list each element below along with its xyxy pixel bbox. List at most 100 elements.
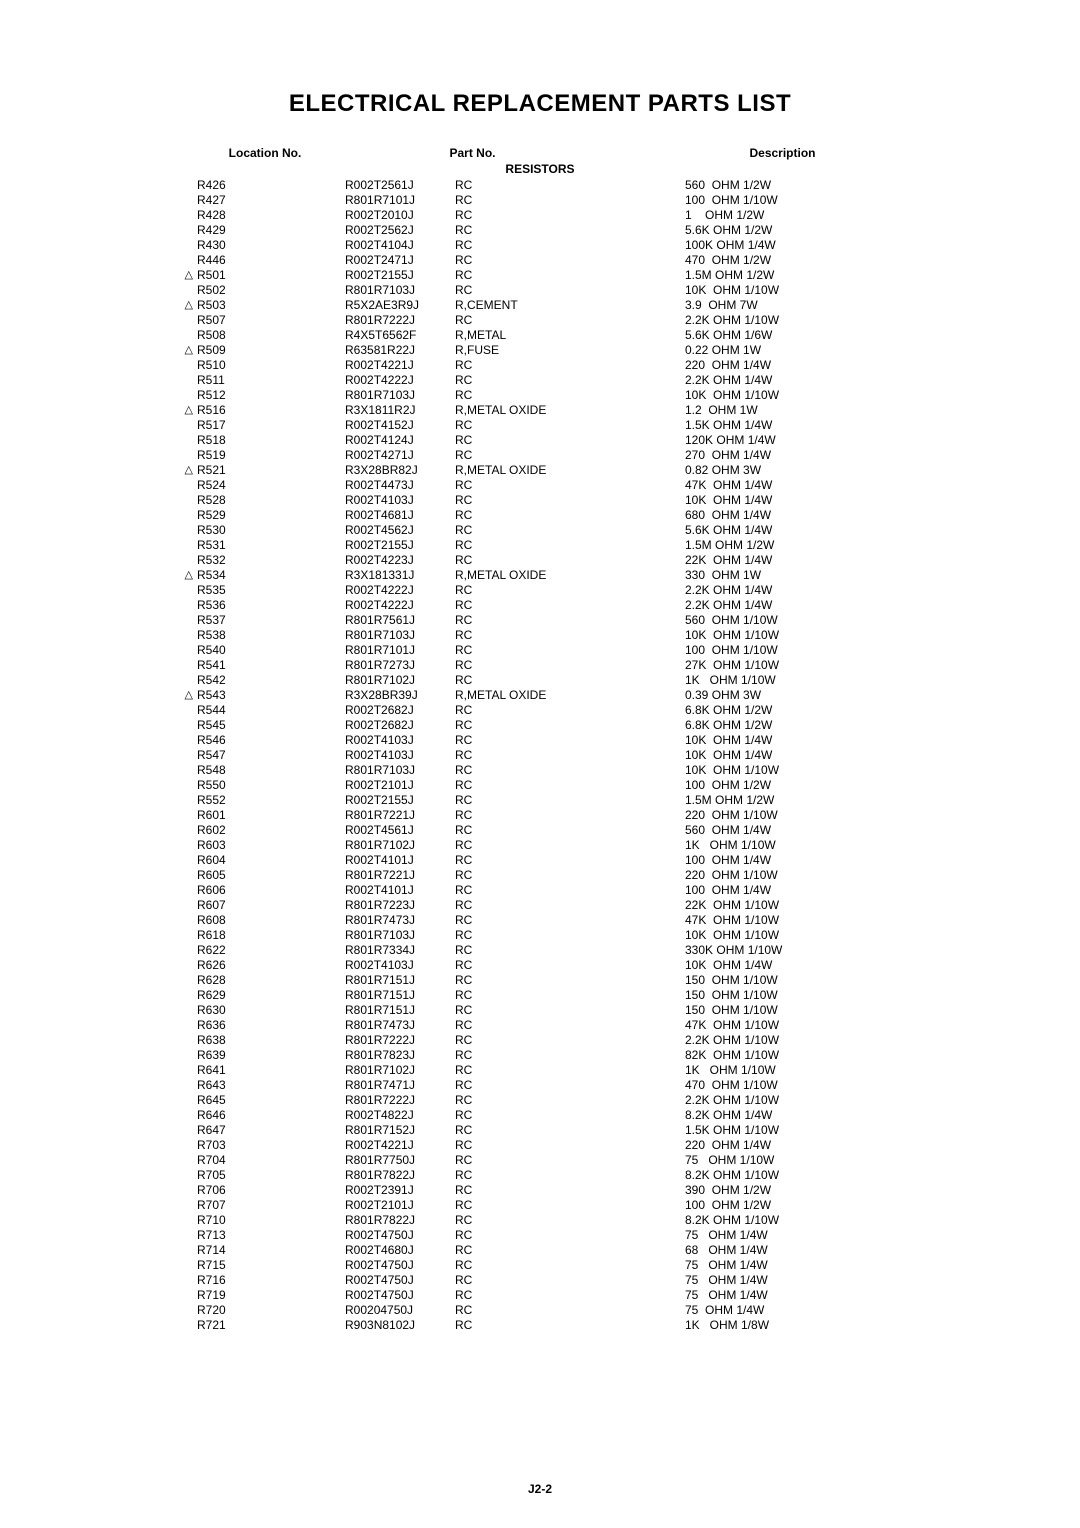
part-value: 1.5M OHM 1/2W: [685, 538, 905, 553]
table-row: R607R801R7223JRC22K OHM 1/10W: [175, 898, 905, 913]
part-no: R002T2155J: [345, 793, 455, 808]
part-value: 2.2K OHM 1/4W: [685, 583, 905, 598]
part-value: 47K OHM 1/10W: [685, 913, 905, 928]
table-row: R446R002T2471JRC470 OHM 1/2W: [175, 253, 905, 268]
part-type: RC: [455, 358, 685, 373]
warning-icon: [175, 1288, 193, 1303]
location-no: R626: [193, 958, 345, 973]
part-no: R801R7101J: [345, 193, 455, 208]
table-row: R542R801R7102JRC1K OHM 1/10W: [175, 673, 905, 688]
location-no: R544: [193, 703, 345, 718]
part-value: 100K OHM 1/4W: [685, 238, 905, 253]
part-no: R801R7334J: [345, 943, 455, 958]
part-no: R801R7103J: [345, 283, 455, 298]
location-no: R715: [193, 1258, 345, 1273]
part-value: 10K OHM 1/4W: [685, 493, 905, 508]
table-row: △R521R3X28BR82JR,METAL OXIDE0.82 OHM 3W: [175, 463, 905, 478]
location-no: R550: [193, 778, 345, 793]
location-no: R547: [193, 748, 345, 763]
part-type: RC: [455, 1258, 685, 1273]
part-no: R002T4103J: [345, 748, 455, 763]
warning-icon: [175, 493, 193, 508]
location-no: R630: [193, 1003, 345, 1018]
warning-icon: [175, 1183, 193, 1198]
part-no: R002T4221J: [345, 358, 455, 373]
part-no: R801R7102J: [345, 1063, 455, 1078]
warning-icon: [175, 1198, 193, 1213]
location-no: R521: [193, 463, 345, 478]
warning-icon: [175, 643, 193, 658]
part-no: R002T2155J: [345, 538, 455, 553]
warning-icon: [175, 958, 193, 973]
warning-icon: [175, 448, 193, 463]
table-row: R517R002T4152JRC1.5K OHM 1/4W: [175, 418, 905, 433]
table-row: R512R801R7103JRC10K OHM 1/10W: [175, 388, 905, 403]
location-no: R516: [193, 403, 345, 418]
warning-icon: [175, 523, 193, 538]
location-no: R645: [193, 1093, 345, 1108]
table-row: R703R002T4221JRC220 OHM 1/4W: [175, 1138, 905, 1153]
part-type: R,METAL OXIDE: [455, 688, 685, 703]
part-no: R801R7103J: [345, 628, 455, 643]
location-no: R427: [193, 193, 345, 208]
part-value: 8.2K OHM 1/10W: [685, 1168, 905, 1183]
part-value: 10K OHM 1/10W: [685, 763, 905, 778]
part-no: R801R7822J: [345, 1213, 455, 1228]
table-row: R715R002T4750JRC75 OHM 1/4W: [175, 1258, 905, 1273]
part-value: 470 OHM 1/2W: [685, 253, 905, 268]
part-no: R002T4750J: [345, 1228, 455, 1243]
part-value: 100 OHM 1/10W: [685, 193, 905, 208]
warning-icon: [175, 793, 193, 808]
location-no: R607: [193, 898, 345, 913]
section-header: RESISTORS: [175, 162, 905, 176]
part-value: 75 OHM 1/4W: [685, 1258, 905, 1273]
location-no: R503: [193, 298, 345, 313]
part-type: RC: [455, 1018, 685, 1033]
part-type: RC: [455, 283, 685, 298]
part-no: R3X181331J: [345, 568, 455, 583]
part-value: 150 OHM 1/10W: [685, 973, 905, 988]
warning-icon: [175, 418, 193, 433]
part-type: R,METAL OXIDE: [455, 568, 685, 583]
part-value: 0.39 OHM 3W: [685, 688, 905, 703]
part-value: 330 OHM 1W: [685, 568, 905, 583]
part-type: RC: [455, 238, 685, 253]
part-no: R002T4101J: [345, 883, 455, 898]
table-row: R713R002T4750JRC75 OHM 1/4W: [175, 1228, 905, 1243]
part-type: RC: [455, 733, 685, 748]
location-no: R502: [193, 283, 345, 298]
warning-icon: [175, 1303, 193, 1318]
location-no: R714: [193, 1243, 345, 1258]
table-row: R601R801R7221JRC220 OHM 1/10W: [175, 808, 905, 823]
table-row: △R501R002T2155JRC1.5M OHM 1/2W: [175, 268, 905, 283]
part-no: R002T4101J: [345, 853, 455, 868]
part-no: R002T2155J: [345, 268, 455, 283]
table-row: R720R00204750JRC75 OHM 1/4W: [175, 1303, 905, 1318]
location-no: R517: [193, 418, 345, 433]
location-no: R704: [193, 1153, 345, 1168]
location-no: R548: [193, 763, 345, 778]
part-type: RC: [455, 418, 685, 433]
part-value: 6.8K OHM 1/2W: [685, 718, 905, 733]
warning-icon: [175, 988, 193, 1003]
part-value: 330K OHM 1/10W: [685, 943, 905, 958]
table-row: R707R002T2101JRC100 OHM 1/2W: [175, 1198, 905, 1213]
part-type: RC: [455, 853, 685, 868]
part-type: R,METAL OXIDE: [455, 463, 685, 478]
part-no: R801R7103J: [345, 388, 455, 403]
location-no: R428: [193, 208, 345, 223]
part-type: RC: [455, 1318, 685, 1333]
part-value: 10K OHM 1/10W: [685, 628, 905, 643]
table-row: R519R002T4271JRC270 OHM 1/4W: [175, 448, 905, 463]
location-no: R545: [193, 718, 345, 733]
table-row: R704R801R7750JRC75 OHM 1/10W: [175, 1153, 905, 1168]
part-value: 1.5K OHM 1/4W: [685, 418, 905, 433]
part-type: RC: [455, 1138, 685, 1153]
table-row: R550R002T2101JRC100 OHM 1/2W: [175, 778, 905, 793]
warning-icon: [175, 808, 193, 823]
part-value: 270 OHM 1/4W: [685, 448, 905, 463]
location-no: R705: [193, 1168, 345, 1183]
part-value: 220 OHM 1/4W: [685, 358, 905, 373]
part-value: 27K OHM 1/10W: [685, 658, 905, 673]
warning-icon: [175, 478, 193, 493]
